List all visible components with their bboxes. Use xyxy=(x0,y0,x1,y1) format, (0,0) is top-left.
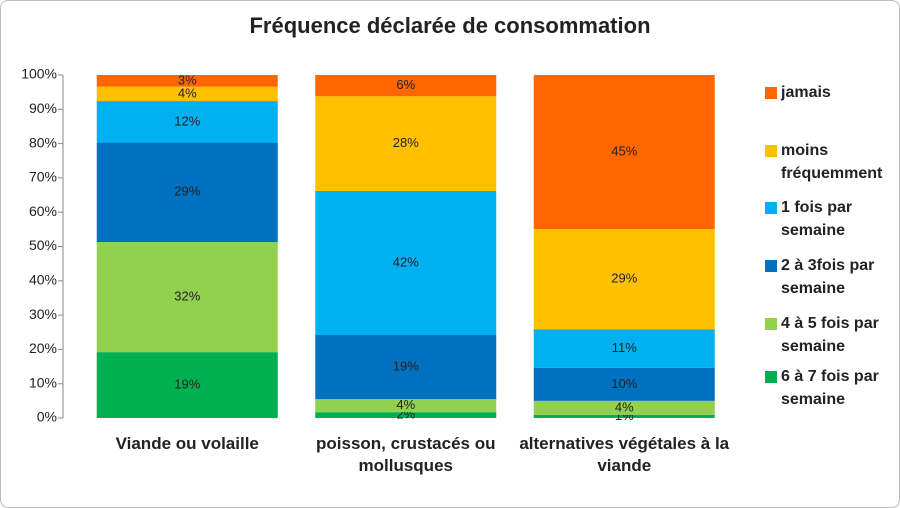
data-label: 4% xyxy=(178,85,197,100)
y-tick-label: 40% xyxy=(29,272,57,288)
data-label: 29% xyxy=(174,184,200,199)
data-label: 42% xyxy=(393,254,419,269)
bar-segment xyxy=(315,190,497,335)
chart-title: Fréquence déclarée de consommation xyxy=(249,13,651,38)
bar-segment xyxy=(96,101,278,143)
data-label: 19% xyxy=(174,377,200,392)
data-label: 4% xyxy=(615,399,634,414)
bar-segment xyxy=(533,75,715,230)
legend-swatch xyxy=(765,87,777,99)
legend-label: moins fréquemment xyxy=(781,142,883,182)
y-tick-label: 70% xyxy=(29,169,57,185)
bar-segment xyxy=(315,412,497,418)
legend-swatch xyxy=(765,145,777,157)
legend-label: 1 fois par semaine xyxy=(781,199,853,239)
bar-segment xyxy=(533,229,715,330)
y-tick-label: 80% xyxy=(29,134,57,150)
bar-segment xyxy=(533,329,715,368)
legend-label: jamais xyxy=(781,84,831,101)
data-label: 12% xyxy=(174,113,200,128)
legend-swatch xyxy=(765,260,777,272)
bar-segment xyxy=(533,400,715,415)
y-tick-label: 30% xyxy=(29,306,57,322)
bar-segment xyxy=(96,352,278,418)
y-tick-label: 60% xyxy=(29,203,57,219)
bar-segment xyxy=(533,367,715,401)
legend-label: 2 à 3fois par semaine xyxy=(781,257,875,297)
y-tick-label: 90% xyxy=(29,100,57,116)
legend-label: 6 à 7 fois par semaine xyxy=(781,368,879,408)
bar-segment xyxy=(315,334,497,400)
bar-segment xyxy=(533,414,715,418)
data-label: 29% xyxy=(611,271,637,286)
data-label: 10% xyxy=(611,376,637,391)
bar-segment xyxy=(315,75,497,97)
y-tick-label: 0% xyxy=(37,409,57,425)
legend-swatch xyxy=(765,202,777,214)
x-tick-label: Viande ou volaille xyxy=(115,434,259,453)
data-label: 45% xyxy=(611,143,637,158)
bar-segment xyxy=(96,86,278,102)
data-label: 3% xyxy=(178,72,197,87)
legend-swatch xyxy=(765,318,777,330)
data-label: 4% xyxy=(396,397,415,412)
legend-label: 4 à 5 fois par semaine xyxy=(781,315,879,355)
data-label: 19% xyxy=(393,359,419,374)
bar-segment xyxy=(96,75,278,87)
bar-segment xyxy=(315,96,497,191)
x-tick-label: poisson, crustacés ou mollusques xyxy=(316,434,496,475)
bar-segment xyxy=(96,142,278,243)
data-label: 11% xyxy=(612,340,637,355)
y-tick-label: 10% xyxy=(29,374,57,390)
data-label: 6% xyxy=(396,77,415,92)
y-tick-label: 50% xyxy=(29,237,57,253)
data-label: 28% xyxy=(393,135,419,150)
y-tick-label: 20% xyxy=(29,340,57,356)
legend-swatch xyxy=(765,371,777,383)
y-tick-label: 100% xyxy=(21,66,57,82)
data-label: 32% xyxy=(174,289,200,304)
bar-segment xyxy=(315,399,497,413)
x-tick-label: alternatives végétales à la viande xyxy=(519,434,730,475)
bar-segment xyxy=(96,242,278,353)
